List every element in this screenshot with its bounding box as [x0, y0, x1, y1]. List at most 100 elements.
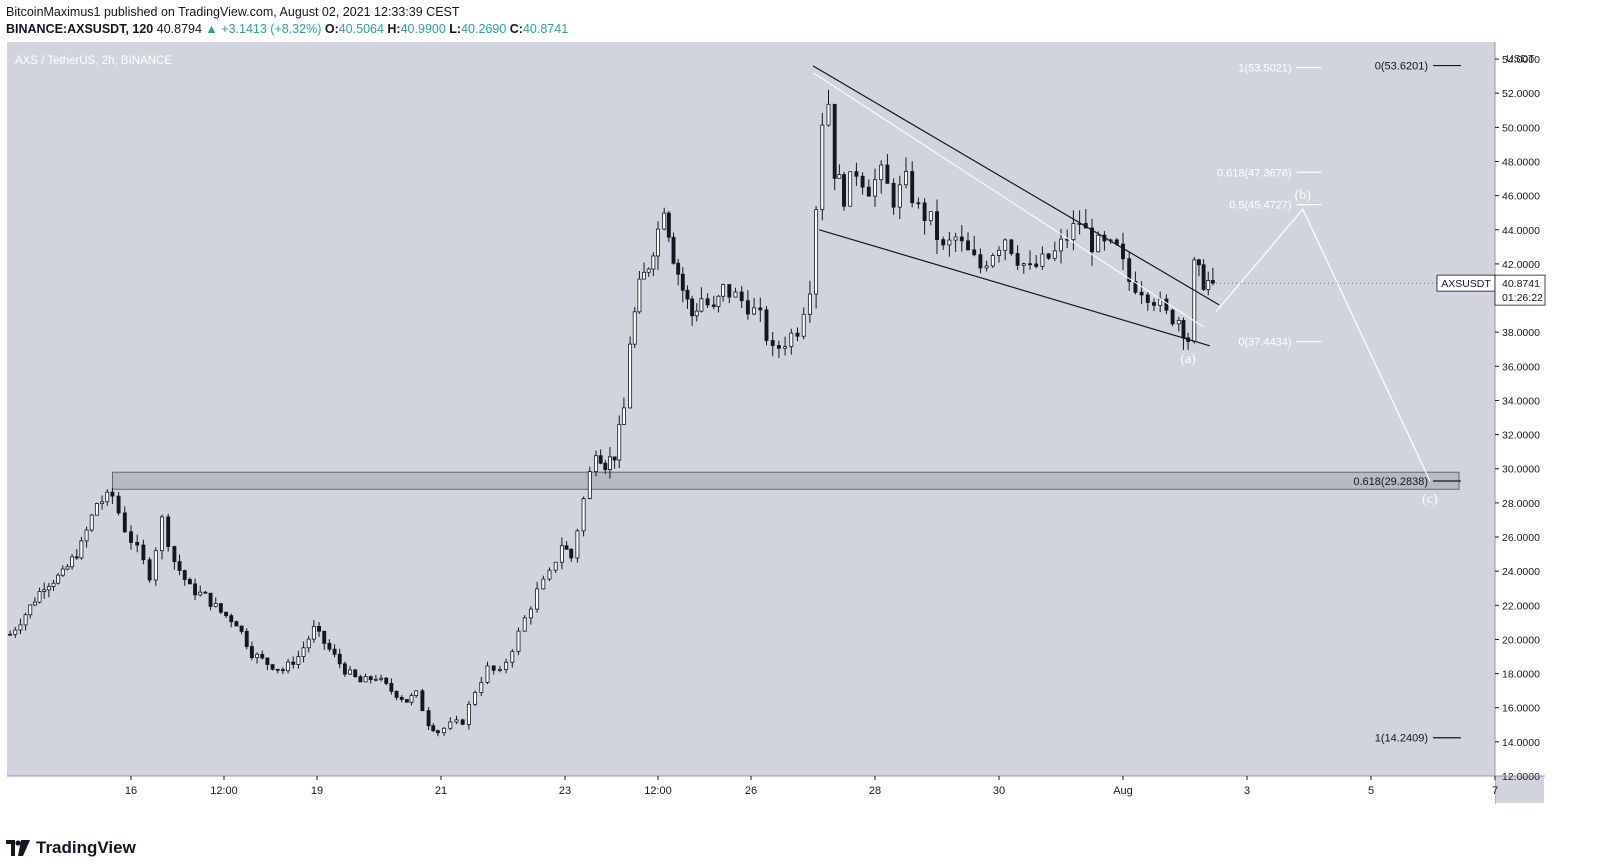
price-tick-label: 34.0000 — [1502, 395, 1540, 407]
candle — [208, 592, 213, 611]
candle-body — [460, 719, 465, 725]
candle-body — [1176, 320, 1181, 325]
candle-body — [368, 676, 373, 681]
candle-body — [553, 561, 558, 571]
price-tick-label: 18.0000 — [1502, 669, 1540, 681]
time-tick-label: 3 — [1244, 785, 1250, 797]
candle — [1046, 253, 1051, 261]
currency-label: USDT — [1506, 53, 1535, 65]
fib-level-label: 0(53.6201) — [1375, 61, 1428, 73]
candle-body — [953, 236, 958, 241]
price-tick-label: 30.0000 — [1502, 464, 1540, 476]
plot-area[interactable] — [7, 42, 1544, 803]
candle — [959, 224, 964, 252]
candle — [516, 627, 521, 656]
candle-body — [789, 332, 794, 348]
candle — [426, 707, 431, 731]
candle-body — [1009, 239, 1014, 254]
candle-body — [694, 310, 699, 317]
candle-body — [776, 345, 781, 349]
candle — [286, 658, 291, 674]
candle-body — [129, 531, 133, 543]
candle-body — [842, 174, 846, 207]
candle-body — [491, 665, 496, 671]
candle-body — [60, 568, 65, 576]
candle-body — [116, 495, 121, 514]
price-tick-label: 54.0000 — [1502, 54, 1540, 66]
candle-body — [807, 293, 812, 315]
candle-body — [37, 591, 42, 603]
wave-label: (c) — [1422, 492, 1438, 507]
candle — [745, 290, 750, 320]
candle-body — [541, 578, 546, 590]
candle-body — [332, 648, 337, 655]
candle — [642, 262, 646, 280]
wedge-upper-line — [812, 65, 1220, 306]
candle — [485, 661, 490, 685]
candle-body — [89, 514, 94, 531]
candle-body — [84, 529, 89, 542]
candle — [1152, 298, 1156, 312]
candle — [280, 667, 285, 674]
candle-body — [404, 699, 409, 703]
candle — [84, 526, 89, 548]
time-tick-label: 21 — [435, 785, 447, 797]
candle-body — [651, 255, 656, 270]
candle — [733, 287, 738, 298]
candle-body — [1003, 239, 1008, 251]
candle — [224, 611, 229, 619]
candle — [632, 306, 637, 349]
chart-header: BitcoinMaximus1 published on TradingView… — [6, 4, 568, 38]
time-tick-label: 23 — [559, 785, 571, 797]
candle — [1206, 271, 1211, 296]
candle-body — [348, 669, 353, 675]
candle — [229, 613, 234, 628]
candle — [752, 297, 757, 316]
candle — [547, 567, 552, 582]
candle-body — [854, 171, 859, 177]
candle — [129, 525, 133, 550]
candle-body — [608, 456, 612, 470]
candle — [1090, 218, 1094, 266]
candle-body — [587, 471, 592, 499]
candle — [716, 294, 721, 313]
price-tick-label: 48.0000 — [1502, 156, 1540, 168]
candle-body — [699, 298, 704, 312]
candle-body — [442, 727, 447, 734]
time-tick-label: 28 — [869, 785, 881, 797]
candle-body — [632, 311, 637, 345]
candle — [711, 295, 716, 310]
candle — [522, 615, 527, 632]
candle — [172, 545, 177, 570]
candle — [105, 489, 110, 506]
candle-body — [1139, 291, 1144, 296]
price-tick-label: 26.0000 — [1502, 532, 1540, 544]
candle-body — [559, 545, 564, 563]
candle-body — [208, 592, 213, 607]
candle — [1197, 258, 1201, 277]
candle — [1192, 256, 1197, 344]
candle-body — [685, 289, 690, 300]
candle-body — [1071, 223, 1076, 241]
candle-body — [409, 695, 414, 703]
candle — [1096, 231, 1101, 253]
candle — [327, 639, 332, 652]
candle-body — [959, 236, 964, 242]
candle — [51, 579, 56, 591]
candle-body — [891, 183, 896, 208]
candle — [935, 199, 939, 254]
candle-body — [885, 164, 890, 184]
candle — [879, 160, 884, 194]
candle — [1021, 262, 1026, 274]
candle — [990, 253, 995, 269]
candle — [1164, 294, 1169, 315]
candle-body — [74, 556, 79, 559]
candle-body — [420, 690, 425, 712]
candle — [897, 175, 902, 220]
candle — [317, 622, 322, 637]
symbol-tag: AXSUSDT — [1441, 278, 1491, 290]
candle — [60, 565, 65, 578]
tradingview-brand: TradingView — [36, 838, 136, 857]
candle — [594, 450, 598, 477]
